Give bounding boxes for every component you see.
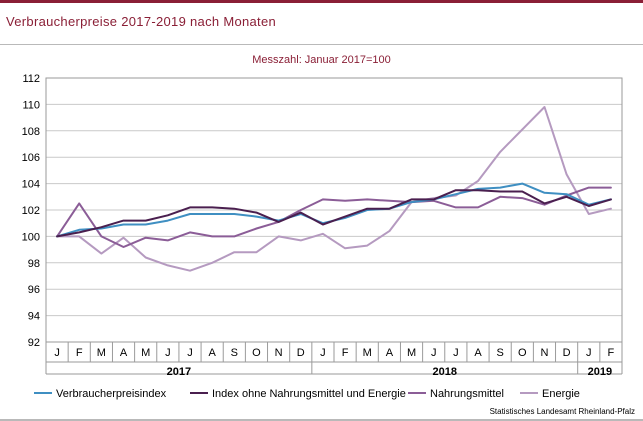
axes <box>45 77 623 375</box>
x-tick-label: M <box>141 347 150 359</box>
legend-label: Nahrungsmittel <box>430 388 504 400</box>
x-tick-label: M <box>363 347 372 359</box>
legend-swatch <box>190 392 208 395</box>
legend-label: Verbraucherpreisindex <box>56 388 167 400</box>
x-tick-label: F <box>608 347 615 359</box>
source-note: Statistisches Landesamt Rheinland-Pfalz <box>489 407 635 416</box>
x-tick-label: O <box>252 347 261 359</box>
y-tick-label: 100 <box>22 231 40 243</box>
y-tick-label: 96 <box>28 284 40 296</box>
legend-swatch <box>408 392 426 395</box>
x-tick-label: J <box>320 347 326 359</box>
x-tick-label: J <box>54 347 60 359</box>
chart-subtitle: Messzahl: Januar 2017=100 <box>252 54 391 66</box>
year-labels: 2017 2018 2019 <box>167 366 612 378</box>
y-tick-label: 104 <box>22 179 40 191</box>
y-tick-label: 112 <box>22 73 40 85</box>
year-label: 2019 <box>588 366 612 378</box>
legend-item-verbraucherpreisindex: Verbraucherpreisindex <box>34 388 166 400</box>
y-tick-labels: 92 94 96 98 100 102 104 106 108 110 112 <box>22 73 40 349</box>
grid-lines <box>46 77 622 343</box>
x-tick-label: J <box>187 347 193 359</box>
series-lines <box>56 106 612 272</box>
series-line-nahrungsmittel <box>56 186 612 248</box>
x-tick-label: A <box>120 347 128 359</box>
series-line-index-ohne-nahrungsmittel-und-energie <box>56 189 612 238</box>
legend-item-energie: Energie <box>520 388 580 400</box>
page-title: Verbraucherpreise 2017-2019 nach Monaten <box>6 14 277 29</box>
x-tick-label: O <box>518 347 527 359</box>
legend-item-nahrungsmittel: Nahrungsmittel <box>408 388 504 400</box>
legend-label: Energie <box>542 388 580 400</box>
x-tick-label: A <box>474 347 482 359</box>
y-tick-label: 98 <box>28 258 40 270</box>
x-tick-label: S <box>496 347 503 359</box>
y-tick-label: 108 <box>22 126 40 138</box>
bottom-rule <box>0 419 643 421</box>
x-tick-label: M <box>97 347 106 359</box>
legend-item-kerninflation: Index ohne Nahrungsmittel und Energie <box>190 388 406 400</box>
x-tick-label: D <box>297 347 305 359</box>
y-tick-label: 106 <box>22 152 40 164</box>
x-tick-label: N <box>275 347 283 359</box>
y-tick-label: 92 <box>28 337 40 349</box>
x-tick-label: J <box>453 347 459 359</box>
top-accent-rule <box>0 0 643 3</box>
x-tick-label: A <box>208 347 216 359</box>
x-tick-label: J <box>431 347 437 359</box>
legend-swatch <box>34 392 52 395</box>
x-tick-label: J <box>586 347 592 359</box>
year-label: 2017 <box>167 366 191 378</box>
y-tick-label: 102 <box>22 205 40 217</box>
x-tick-label: S <box>231 347 238 359</box>
year-label: 2018 <box>433 366 457 378</box>
x-tick-label: J <box>165 347 171 359</box>
x-tick-label: F <box>342 347 349 359</box>
x-tick-label: N <box>540 347 548 359</box>
x-tick-label: A <box>386 347 394 359</box>
x-tick-label: D <box>563 347 571 359</box>
title-divider <box>0 44 643 45</box>
x-tick-label: M <box>407 347 416 359</box>
x-tick-label: F <box>76 347 83 359</box>
legend-label: Index ohne Nahrungsmittel und Energie <box>212 388 406 400</box>
legend-swatch <box>520 392 538 395</box>
y-tick-label: 94 <box>28 311 40 323</box>
y-tick-label: 110 <box>22 99 40 111</box>
series-line-energie <box>56 106 612 272</box>
